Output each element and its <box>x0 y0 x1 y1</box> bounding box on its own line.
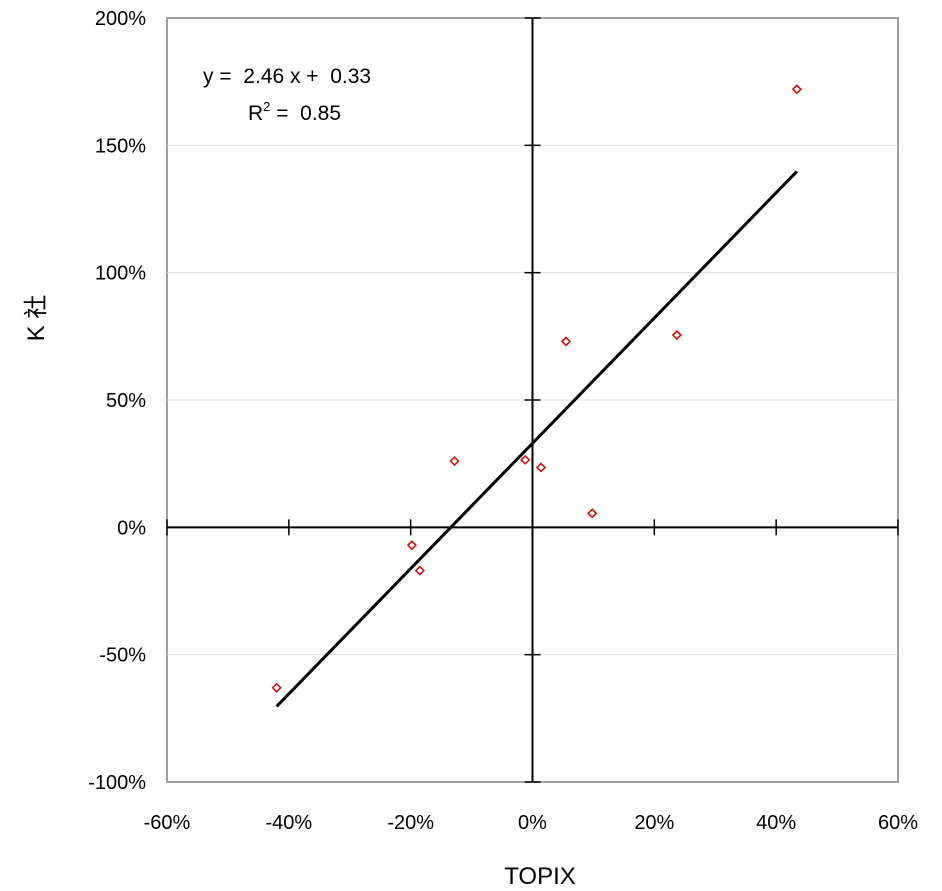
x-axis-title: TOPIX <box>504 863 576 890</box>
trendline <box>275 170 798 708</box>
tick-labels: -60% -40% -20% 0% 20% 40% 60% -100% -50% 0% 50% 100… <box>88 8 918 834</box>
data-point-5 <box>535 462 547 473</box>
data-point-8 <box>414 565 425 576</box>
data-point-9 <box>271 682 282 693</box>
x-tick-label-1: -40% <box>265 812 312 834</box>
x-tick-label-3: 0% <box>518 812 547 834</box>
trendline-group <box>275 170 798 708</box>
y-tick-label-2: 0% <box>117 517 146 539</box>
r-squared-superscript: 2 <box>263 99 270 114</box>
y-tick-label-5: 150% <box>95 135 146 157</box>
x-tick-label-4: 20% <box>634 812 674 834</box>
equation-line-2: R2 = 0.85 <box>248 99 341 125</box>
y-tick-label-1: -50% <box>99 645 146 667</box>
r-squared-letter: R <box>248 102 263 125</box>
data-point-6 <box>587 508 598 519</box>
x-tick-label-5: 40% <box>756 812 796 834</box>
y-tick-label-3: 50% <box>106 390 146 412</box>
data-point-2 <box>560 336 572 347</box>
data-point-1 <box>671 329 682 341</box>
x-tick-label-6: 60% <box>878 812 918 834</box>
y-tick-label-6: 200% <box>95 8 146 30</box>
r-squared-value: = 0.85 <box>270 102 341 125</box>
data-point-7 <box>406 540 417 551</box>
y-axis-title: K 社 <box>23 295 50 342</box>
data-point-3 <box>449 456 460 467</box>
axes <box>166 17 899 783</box>
data-point-4 <box>520 454 531 465</box>
y-tick-label-4: 100% <box>95 263 146 285</box>
y-tick-label-0: -100% <box>88 772 146 794</box>
equation-line-1: y = 2.46 x + 0.33 <box>203 65 371 88</box>
data-points <box>271 84 802 693</box>
data-point-0 <box>791 84 802 95</box>
x-tick-label-2: -20% <box>387 812 434 834</box>
x-tick-label-0: -60% <box>144 812 191 834</box>
